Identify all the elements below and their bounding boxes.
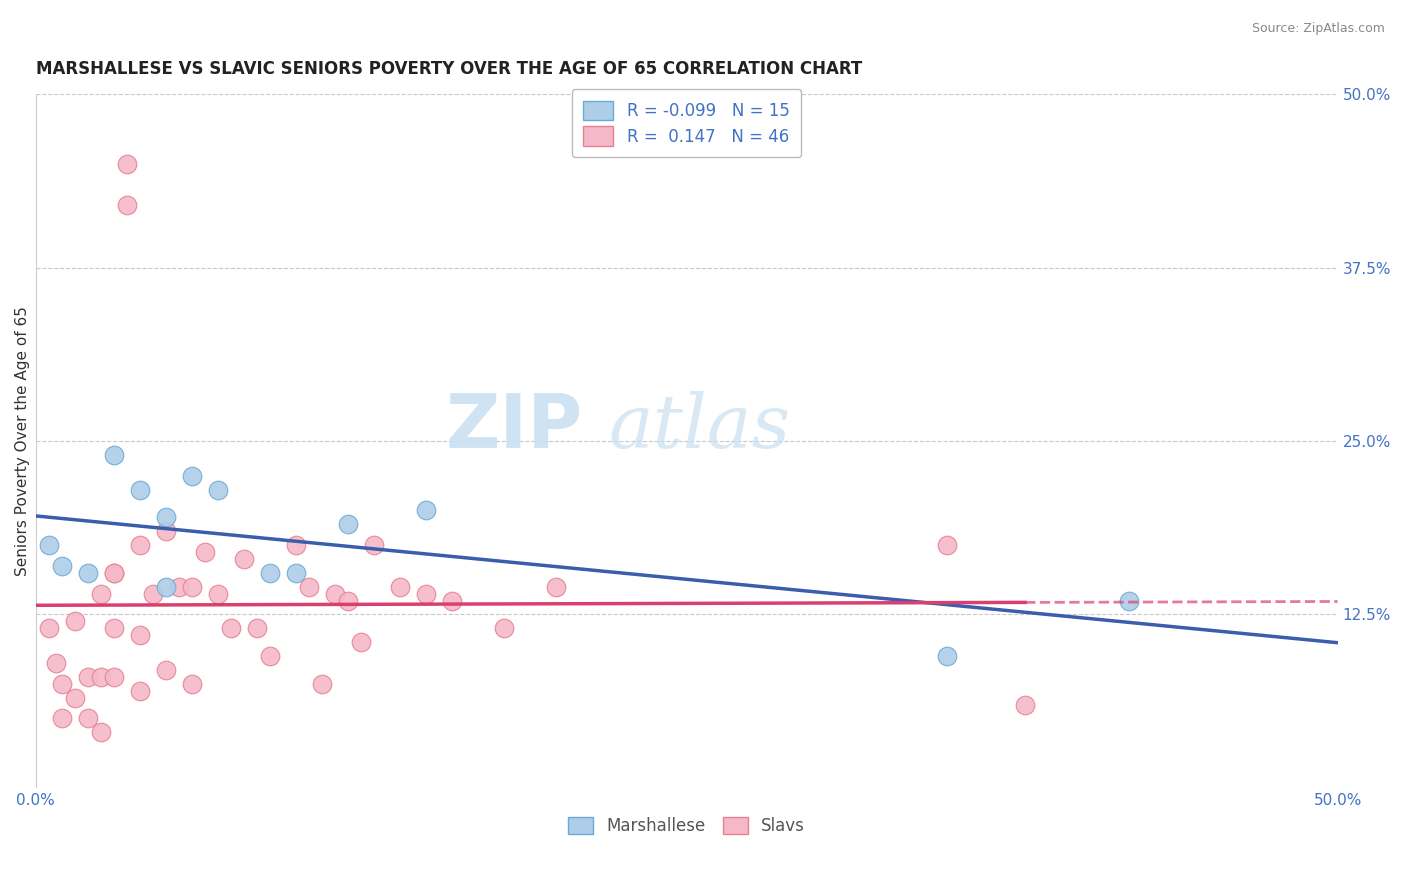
Text: Source: ZipAtlas.com: Source: ZipAtlas.com (1251, 22, 1385, 36)
Point (180, 468, 202, 483)
Point (936, 649, 959, 664)
Point (142, 587, 165, 601)
Point (103, 566, 125, 580)
Point (128, 538, 150, 552)
Point (155, 524, 177, 539)
Point (180, 677, 202, 691)
Point (180, 580, 202, 594)
Point (128, 683, 150, 698)
Point (259, 649, 281, 664)
Point (350, 635, 373, 649)
Point (128, 483, 150, 497)
Point (103, 621, 125, 635)
Point (259, 566, 281, 580)
Y-axis label: Seniors Poverty Over the Age of 65: Seniors Poverty Over the Age of 65 (15, 306, 30, 576)
Point (363, 538, 385, 552)
Point (246, 621, 269, 635)
Point (155, 580, 177, 594)
Point (63, 615, 86, 629)
Point (45, 656, 67, 670)
Point (337, 517, 360, 532)
Point (51, 677, 73, 691)
Text: atlas: atlas (609, 391, 790, 464)
Point (103, 448, 125, 462)
Point (285, 566, 308, 580)
Point (232, 552, 254, 566)
Point (494, 621, 516, 635)
Point (155, 510, 177, 524)
Point (415, 503, 437, 517)
Point (90, 587, 112, 601)
Point (76, 566, 98, 580)
Point (1118, 593, 1140, 607)
Point (51, 711, 73, 725)
Point (298, 580, 321, 594)
Point (103, 566, 125, 580)
Point (219, 621, 242, 635)
Point (936, 538, 959, 552)
Point (51, 558, 73, 573)
Point (389, 580, 412, 594)
Point (38, 538, 60, 552)
Point (103, 670, 125, 684)
Point (115, 157, 138, 171)
Point (1014, 698, 1036, 712)
Point (167, 580, 190, 594)
Point (90, 670, 112, 684)
Point (38, 621, 60, 635)
Point (128, 628, 150, 642)
Point (311, 677, 333, 691)
Point (194, 545, 217, 559)
Point (76, 670, 98, 684)
Point (155, 663, 177, 677)
Legend: Marshallese, Slavs: Marshallese, Slavs (562, 811, 811, 842)
Point (90, 725, 112, 739)
Point (323, 587, 346, 601)
Point (285, 538, 308, 552)
Point (546, 580, 568, 594)
Point (207, 483, 229, 497)
Text: MARSHALLESE VS SLAVIC SENIORS POVERTY OVER THE AGE OF 65 CORRELATION CHART: MARSHALLESE VS SLAVIC SENIORS POVERTY OV… (35, 60, 862, 78)
Point (441, 593, 464, 607)
Point (63, 690, 86, 705)
Point (337, 593, 360, 607)
Point (76, 711, 98, 725)
Point (415, 587, 437, 601)
Point (115, 198, 138, 212)
Text: ZIP: ZIP (446, 391, 582, 464)
Point (207, 587, 229, 601)
